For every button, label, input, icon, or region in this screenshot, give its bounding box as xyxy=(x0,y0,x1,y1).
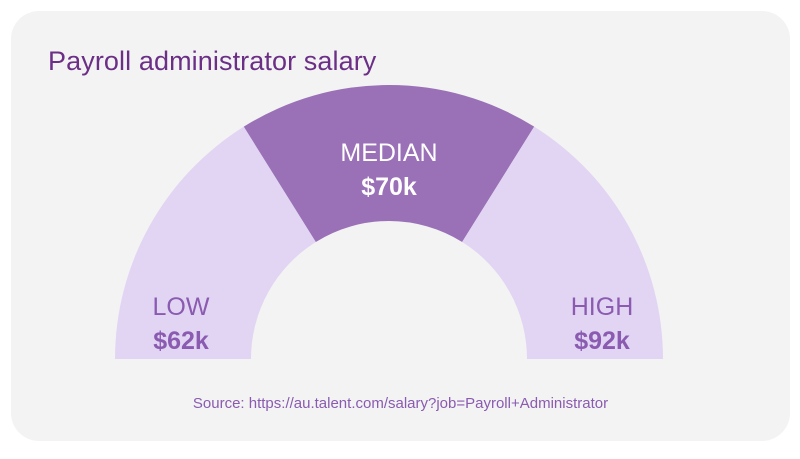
gauge-segment-low xyxy=(115,126,316,359)
gauge-segment-high xyxy=(462,126,663,359)
segment-label-median: MEDIAN xyxy=(340,139,437,167)
salary-gauge: LOW $62k MEDIAN $70k HIGH $92k xyxy=(115,84,663,359)
segment-value-median: $70k xyxy=(361,173,417,201)
segment-label-high: HIGH xyxy=(571,293,634,321)
segment-value-high: $92k xyxy=(574,327,630,355)
salary-card: Payroll administrator salary LOW $62k MEDI… xyxy=(11,11,790,441)
segment-label-low: LOW xyxy=(153,293,210,321)
segment-value-low: $62k xyxy=(153,327,209,355)
gauge-segment-median xyxy=(243,84,535,242)
chart-title: Payroll administrator salary xyxy=(48,46,377,76)
source-citation: Source: https://au.talent.com/salary?job… xyxy=(192,395,609,412)
